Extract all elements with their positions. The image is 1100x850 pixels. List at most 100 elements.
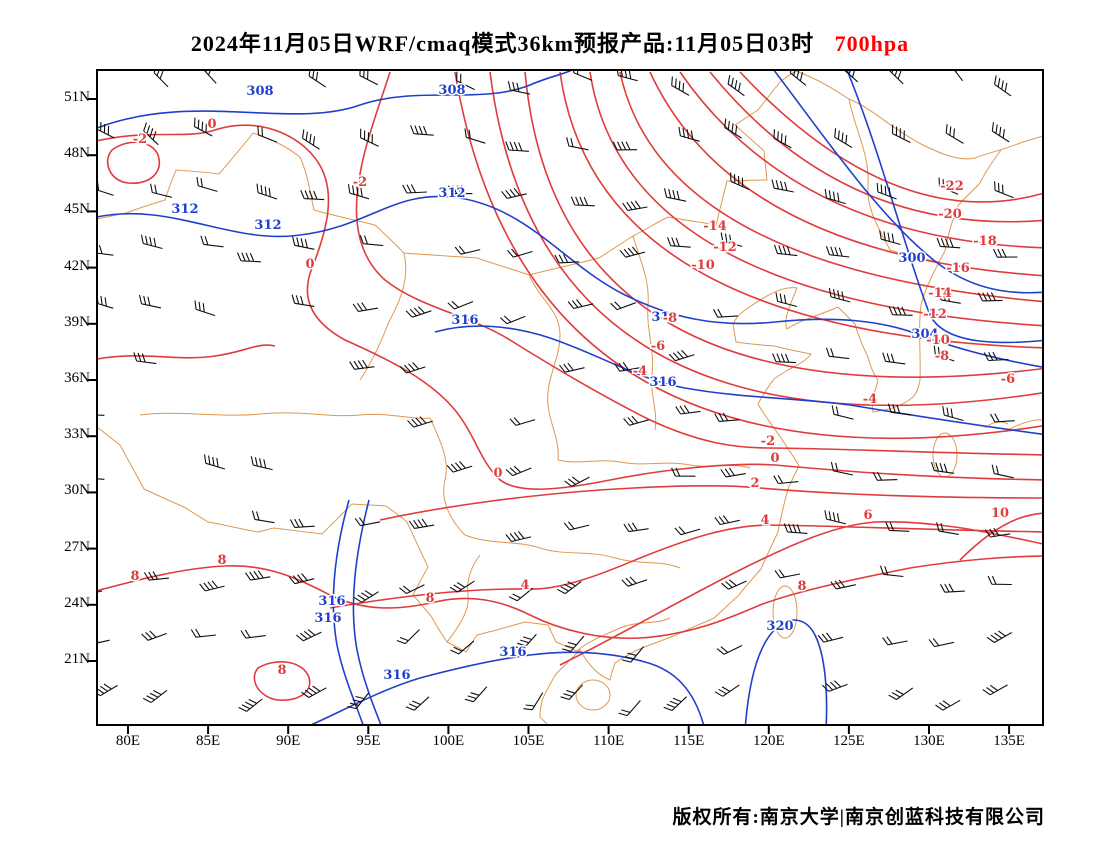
wind-barb — [938, 177, 959, 195]
temp-contour-label: 8 — [130, 569, 139, 584]
wind-barb — [773, 244, 798, 257]
x-axis-label: 135E — [993, 733, 1025, 749]
wind-barb — [359, 70, 379, 86]
wind-barb — [97, 683, 118, 697]
temperature-contours — [97, 71, 1043, 701]
temp-contour--6 — [489, 71, 1043, 407]
wind-barb — [888, 306, 913, 316]
wind-barb — [936, 522, 959, 535]
temp-contour-label: -22 — [940, 179, 964, 194]
temp-contour-label: -2 — [761, 434, 775, 449]
temp-contour--2 — [355, 71, 1043, 456]
temp-contour--8 — [524, 71, 1043, 378]
height-contour-label: 316 — [318, 594, 345, 609]
wind-barb — [982, 684, 1008, 696]
temp-contour-label: 8 — [425, 591, 434, 606]
height-contour-312 — [97, 195, 1043, 368]
wind-barb — [238, 698, 263, 712]
wind-barb — [831, 405, 854, 420]
contour-labels-layer: 308 308 312 312 312 312 316 316 300 304 316 316 316 3… — [129, 82, 1017, 685]
y-axis-label: 33N — [64, 426, 90, 443]
height-contour-label: 300 — [898, 251, 925, 266]
wind-barb — [772, 353, 797, 364]
wind-barb — [830, 461, 854, 476]
wind-barb — [830, 579, 856, 590]
wind-barb — [196, 176, 218, 192]
temp-contour-label: -4 — [863, 392, 877, 407]
height-contour-304 — [846, 70, 1043, 344]
wind-barb — [885, 521, 910, 532]
wind-barb — [621, 646, 644, 663]
height-contour-320 — [744, 619, 828, 725]
copyright-text: 版权所有:南京大学|南京创蓝科技有限公司 — [672, 807, 1045, 828]
y-axis-label: 51N — [64, 89, 90, 105]
map-boundary — [464, 534, 681, 569]
temp-contour--20 — [709, 71, 1043, 223]
wind-barb — [714, 684, 740, 697]
temp-contour--14 — [619, 71, 1043, 303]
wind-barb — [775, 292, 798, 308]
wind-barb — [621, 576, 648, 587]
wind-barb — [990, 413, 1015, 423]
wind-barb — [200, 235, 224, 248]
wind-barb — [359, 235, 384, 247]
height-contour-label: 320 — [766, 619, 793, 634]
temp-contour-label: -14 — [928, 286, 952, 301]
temp-contour-label: 10 — [991, 506, 1009, 521]
temp-contour-label: -12 — [923, 307, 947, 322]
x-axis-label: 120E — [752, 733, 785, 749]
temp-contour-label: 8 — [217, 553, 226, 568]
map-frame — [96, 69, 1044, 726]
wind-barb — [663, 188, 687, 202]
wind-barb — [612, 141, 638, 151]
wind-barb — [828, 287, 851, 303]
temp-contour-4 — [329, 524, 1043, 609]
y-axis-label: 27N — [64, 538, 90, 555]
wind-barb — [97, 476, 105, 480]
map-boundary — [576, 617, 671, 652]
wind-barb — [618, 700, 641, 717]
map-boundary — [557, 459, 751, 469]
axis-ticks — [88, 98, 1011, 734]
wind-barb — [464, 128, 486, 144]
temp-contour-label: 2 — [750, 476, 759, 491]
wind-barb — [824, 189, 846, 205]
wind-barb — [408, 518, 435, 529]
wind-barb — [256, 183, 278, 200]
temp-contour-label: -8 — [663, 311, 677, 326]
wind-barb — [447, 300, 474, 310]
wind-barb — [399, 584, 425, 594]
wind-barb — [560, 684, 584, 701]
temp-contour-8 — [97, 555, 1043, 640]
wind-barb — [407, 416, 433, 428]
wind-barb — [671, 76, 690, 96]
height-contour-316 — [332, 499, 365, 725]
temp-contour-label: 0 — [493, 466, 502, 481]
x-axis-label: 100E — [432, 733, 465, 749]
y-axis-label: 36N — [64, 370, 90, 386]
temp-contour-2 — [379, 485, 1043, 521]
wind-barb — [203, 454, 226, 470]
wind-barb — [891, 124, 911, 143]
height-contour-label: 308 — [438, 83, 465, 98]
wind-barb — [353, 590, 379, 603]
wind-barb — [991, 122, 1010, 143]
wind-barb — [142, 689, 168, 703]
wind-barb — [402, 184, 427, 194]
wind-barb — [930, 461, 955, 474]
wind-barb — [614, 361, 640, 372]
map-boundary — [938, 149, 1002, 263]
temp-contour-label: -14 — [703, 219, 727, 234]
wind-barb — [347, 184, 370, 200]
wind-barb — [671, 467, 696, 477]
temp-contour-label: 0 — [207, 117, 216, 132]
height-contour-label: 312 — [171, 202, 198, 217]
wind-barb — [882, 636, 908, 646]
y-axis-label: 42N — [64, 257, 90, 274]
wind-barb — [727, 75, 745, 97]
island-outline — [575, 679, 611, 711]
wind-barb — [945, 124, 964, 144]
wind-barb — [251, 510, 275, 524]
wind-barb — [302, 129, 320, 150]
